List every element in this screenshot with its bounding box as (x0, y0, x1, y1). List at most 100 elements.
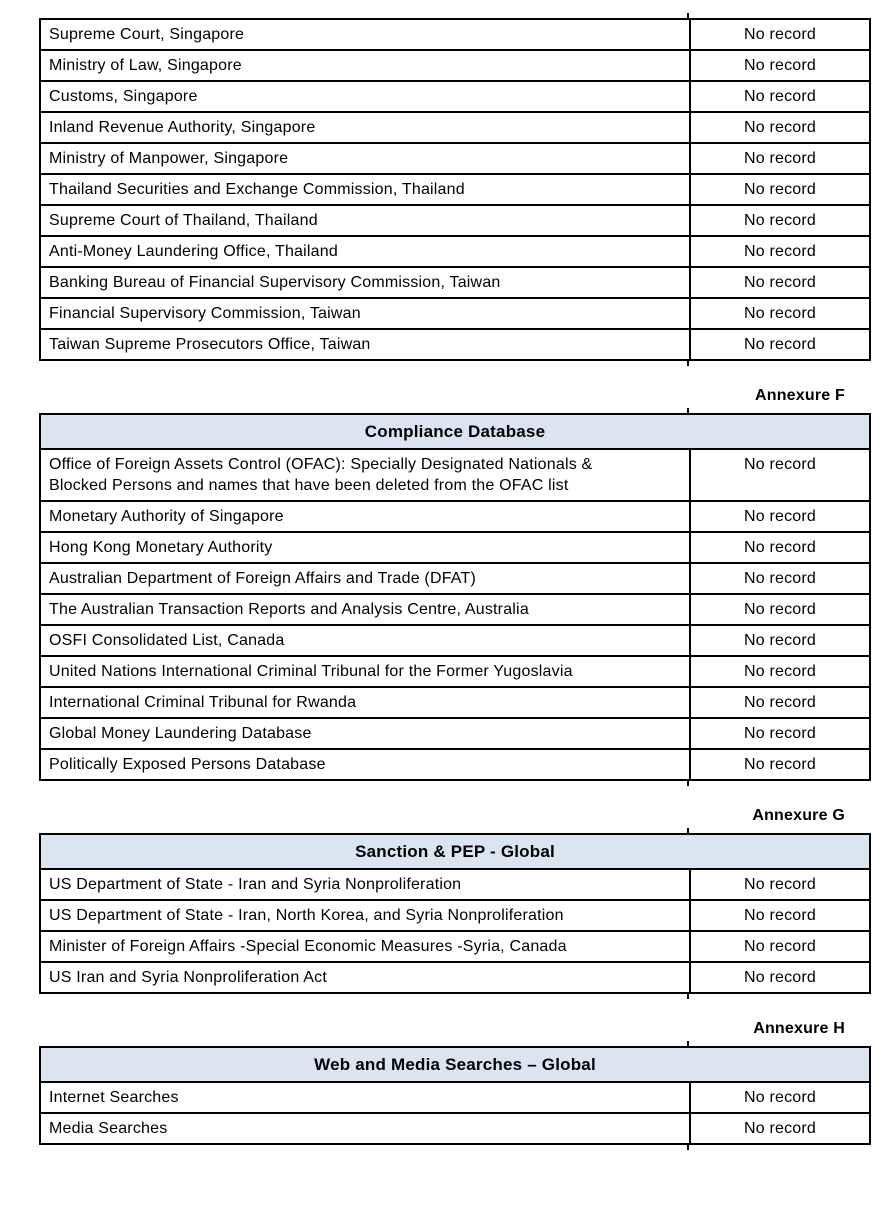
result-value: No record (688, 930, 872, 963)
table-body: Supreme Court, Singapore No record Minis… (39, 18, 871, 361)
source-cell: Australian Department of Foreign Affairs… (39, 562, 691, 595)
source-name: Minister of Foreign Affairs -Special Eco… (49, 938, 567, 955)
table-title: Sanction & PEP - Global (38, 833, 872, 870)
source-name: Ministry of Law, Singapore (49, 57, 242, 74)
source-name: Financial Supervisory Commission, Taiwan (49, 305, 361, 322)
source-cell: US Department of State - Iran, North Kor… (39, 899, 691, 932)
table-wrapper: Web and Media Searches – Global Internet… (38, 1041, 872, 1150)
table-row: Ministry of Law, Singapore No record (39, 49, 871, 82)
table-header: Sanction & PEP - Global (38, 833, 872, 870)
result-value: No record (688, 500, 872, 533)
table-row: Supreme Court, Singapore No record (39, 18, 871, 51)
source-name: Office of Foreign Assets Control (OFAC):… (49, 456, 593, 494)
table-row: Australian Department of Foreign Affairs… (39, 562, 872, 595)
annexure-section: Annexure F Compliance Database Office of… (38, 387, 894, 786)
source-cell: OSFI Consolidated List, Canada (39, 624, 691, 657)
annexure-label: Annexure F (754, 387, 845, 404)
source-cell: US Iran and Syria Nonproliferation Act (39, 961, 691, 994)
table-wrapper: Sanction & PEP - Global US Department of… (38, 828, 872, 999)
table-row: United Nations International Criminal Tr… (39, 655, 872, 688)
result-value: No record (689, 142, 871, 175)
result-value: No record (689, 266, 871, 299)
source-cell: Inland Revenue Authority, Singapore (39, 111, 691, 144)
table-wrapper: Compliance Database Office of Foreign As… (38, 408, 872, 786)
source-name: Supreme Court, Singapore (49, 26, 245, 43)
source-cell: Banking Bureau of Financial Supervisory … (39, 266, 691, 299)
source-name: Ministry of Manpower, Singapore (49, 150, 289, 167)
source-cell: International Criminal Tribunal for Rwan… (39, 686, 691, 719)
table-row: Supreme Court of Thailand, Thailand No r… (39, 204, 871, 237)
table-row: Financial Supervisory Commission, Taiwan… (39, 297, 871, 330)
table-body: US Department of State - Iran and Syria … (39, 868, 872, 994)
table-row: Global Money Laundering Database No reco… (39, 717, 872, 750)
source-name: US Department of State - Iran and Syria … (49, 876, 462, 893)
result-value: No record (689, 173, 871, 206)
table-row: US Department of State - Iran, North Kor… (39, 899, 872, 932)
table-row: The Australian Transaction Reports and A… (39, 593, 872, 626)
table-row: Internet Searches No record (39, 1081, 872, 1114)
result-value: No record (689, 80, 871, 113)
source-name: Customs, Singapore (49, 88, 198, 105)
source-name: Thailand Securities and Exchange Commiss… (49, 181, 465, 198)
source-name: Inland Revenue Authority, Singapore (49, 119, 316, 136)
result-value: No record (688, 748, 872, 781)
table-header-row: Compliance Database (38, 413, 872, 450)
source-cell: Global Money Laundering Database (39, 717, 691, 750)
result-value: No record (689, 297, 871, 330)
table-title: Web and Media Searches – Global (38, 1046, 872, 1083)
source-cell: Financial Supervisory Commission, Taiwan (39, 297, 691, 330)
source-cell: Politically Exposed Persons Database (39, 748, 691, 781)
table-row: Ministry of Manpower, Singapore No recor… (39, 142, 871, 175)
source-name: Global Money Laundering Database (49, 725, 312, 742)
results-table: Sanction & PEP - Global US Department of… (38, 833, 872, 994)
result-value: No record (688, 1081, 872, 1114)
annexure-section: Annexure H Web and Media Searches – Glob… (38, 1020, 894, 1150)
table-row: Politically Exposed Persons Database No … (39, 748, 872, 781)
table-row: Office of Foreign Assets Control (OFAC):… (39, 448, 872, 502)
result-value: No record (688, 1112, 872, 1145)
result-value: No record (688, 717, 872, 750)
table-header-row: Sanction & PEP - Global (38, 833, 872, 870)
table-row: US Iran and Syria Nonproliferation Act N… (39, 961, 872, 994)
source-cell: Taiwan Supreme Prosecutors Office, Taiwa… (39, 328, 691, 361)
result-value: No record (689, 18, 871, 51)
source-name: United Nations International Criminal Tr… (49, 663, 573, 680)
result-value: No record (688, 593, 872, 626)
table-row: Taiwan Supreme Prosecutors Office, Taiwa… (39, 328, 871, 361)
result-value: No record (688, 961, 872, 994)
source-cell: Anti-Money Laundering Office, Thailand (39, 235, 691, 268)
annexure-section: Annexure G Sanction & PEP - Global US De… (38, 807, 894, 999)
result-value: No record (688, 655, 872, 688)
table-row: OSFI Consolidated List, Canada No record (39, 624, 872, 657)
table-header-row: Web and Media Searches – Global (38, 1046, 872, 1083)
source-cell: Media Searches (39, 1112, 691, 1145)
result-value: No record (689, 49, 871, 82)
result-value: No record (689, 204, 871, 237)
source-cell: Hong Kong Monetary Authority (39, 531, 691, 564)
table-row: Hong Kong Monetary Authority No record (39, 531, 872, 564)
table-row: Inland Revenue Authority, Singapore No r… (39, 111, 871, 144)
source-cell: Ministry of Manpower, Singapore (39, 142, 691, 175)
table-row: International Criminal Tribunal for Rwan… (39, 686, 872, 719)
result-value: No record (688, 531, 872, 564)
annexure-label: Annexure H (753, 1020, 845, 1037)
source-cell: The Australian Transaction Reports and A… (39, 593, 691, 626)
table-title: Compliance Database (38, 413, 872, 450)
table-row: Media Searches No record (39, 1112, 872, 1145)
source-cell: Office of Foreign Assets Control (OFAC):… (39, 448, 691, 502)
results-table: Compliance Database Office of Foreign As… (38, 413, 872, 781)
source-name: Supreme Court of Thailand, Thailand (49, 212, 318, 229)
source-cell: Supreme Court of Thailand, Thailand (39, 204, 691, 237)
table-body: Office of Foreign Assets Control (OFAC):… (39, 448, 872, 781)
source-name: Anti-Money Laundering Office, Thailand (49, 243, 338, 260)
source-name: Hong Kong Monetary Authority (49, 539, 273, 556)
result-value: No record (688, 686, 872, 719)
table-row: Anti-Money Laundering Office, Thailand N… (39, 235, 871, 268)
result-value: No record (688, 562, 872, 595)
source-name: US Department of State - Iran, North Kor… (49, 907, 564, 924)
table-wrapper: Supreme Court, Singapore No record Minis… (39, 13, 871, 366)
report-content: Supreme Court, Singapore No record Minis… (38, 13, 894, 1150)
source-cell: United Nations International Criminal Tr… (39, 655, 691, 688)
source-cell: Minister of Foreign Affairs -Special Eco… (39, 930, 691, 963)
source-name: Taiwan Supreme Prosecutors Office, Taiwa… (49, 336, 371, 353)
